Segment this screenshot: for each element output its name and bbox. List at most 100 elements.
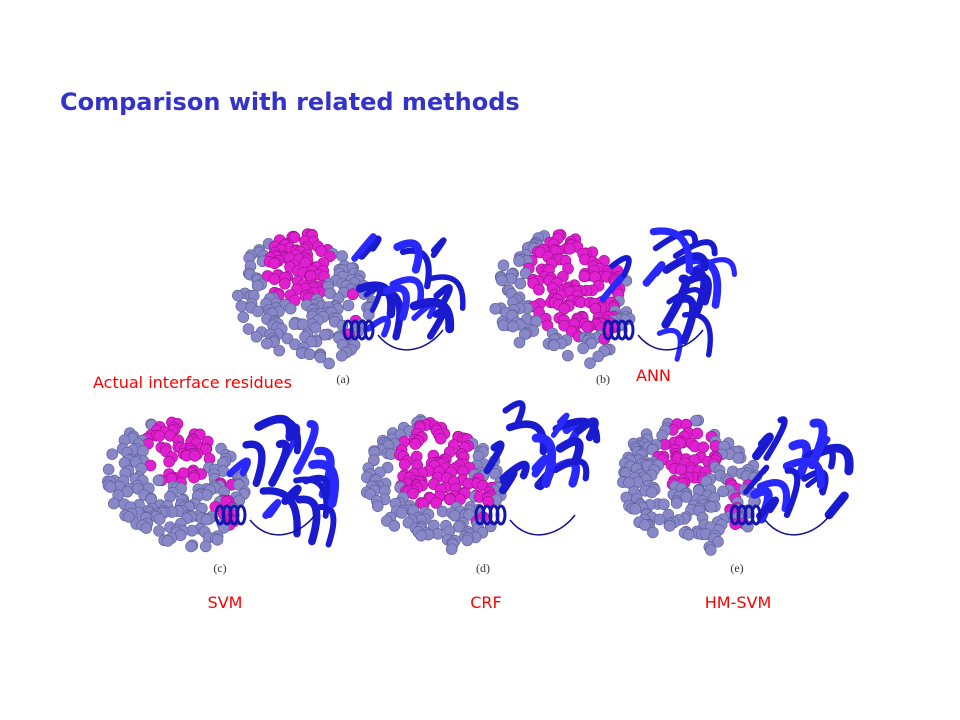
ribbon-strand [609, 255, 632, 279]
ribbon-strand [268, 439, 291, 487]
atom-sphere [189, 449, 201, 462]
atom-sphere [200, 513, 213, 526]
atom-sphere [388, 520, 401, 532]
ribbon-strand [505, 420, 548, 456]
ribbon-strand [763, 416, 788, 461]
atom-sphere [161, 535, 174, 547]
atom-sphere [211, 534, 224, 546]
atom-sphere [514, 277, 527, 290]
atom-sphere [152, 474, 165, 487]
ribbon-strand [531, 433, 557, 488]
atom-sphere [314, 351, 327, 364]
method-name: CRF [470, 593, 502, 612]
method-name: SVM [208, 593, 243, 612]
ribbon-strand [743, 464, 770, 495]
atom-sphere [548, 339, 560, 352]
atom-sphere [107, 497, 120, 510]
atom-sphere [315, 245, 327, 257]
ribbon-strand [242, 440, 266, 487]
atom-sphere [497, 319, 510, 332]
atom-sphere [704, 544, 717, 556]
atom-sphere [368, 454, 380, 467]
ribbon-strand [574, 417, 599, 442]
atom-sphere [346, 288, 359, 301]
ribbon-strand [293, 476, 330, 519]
atom-sphere [448, 509, 461, 522]
atom-sphere [519, 267, 532, 280]
atom-sphere [647, 526, 659, 539]
atom-sphere [697, 441, 710, 454]
atom-sphere [415, 529, 427, 542]
ribbon-strand [683, 273, 712, 306]
atom-sphere [153, 430, 165, 442]
atom-sphere [562, 349, 574, 362]
ribbon-strand [409, 297, 455, 334]
atom-sphere [303, 348, 316, 361]
ribbon-strand [313, 504, 337, 548]
panel-label: (d) [476, 561, 490, 575]
atom-sphere [690, 414, 702, 427]
atom-sphere [518, 328, 531, 341]
ribbon-strand [550, 412, 570, 438]
atom-sphere [581, 321, 593, 333]
atom-sphere [305, 335, 318, 348]
atom-sphere [336, 250, 348, 262]
ribbon-strand [433, 284, 453, 308]
loop [377, 329, 444, 351]
helix [623, 319, 635, 341]
atom-sphere [185, 540, 197, 553]
method-name: ANN [636, 366, 671, 385]
ribbon-strand [502, 400, 526, 426]
protein-image [360, 400, 601, 555]
panel-label: (a) [336, 372, 349, 386]
atom-sphere [319, 328, 331, 341]
protein-image [232, 228, 466, 370]
method-name: Actual interface residues [93, 373, 292, 392]
ribbon-strand [483, 440, 505, 475]
helix [235, 504, 247, 526]
atom-sphere [188, 471, 200, 484]
atom-sphere [250, 330, 263, 343]
loop [764, 514, 831, 536]
atom-sphere [242, 323, 255, 335]
atom-sphere [232, 289, 244, 302]
ribbon-strand [752, 432, 774, 461]
ribbon-strand [803, 445, 836, 470]
protein-image [101, 414, 340, 553]
atom-sphere [663, 520, 676, 532]
ribbon-strand [357, 235, 382, 260]
atom-sphere [268, 257, 281, 270]
panel-label: (b) [596, 372, 610, 386]
atom-sphere [578, 270, 591, 283]
atom-sphere [496, 274, 508, 287]
ribbon-strand [382, 284, 410, 321]
atom-sphere [691, 427, 704, 440]
atom-sphere [335, 349, 348, 362]
atom-sphere [199, 540, 212, 553]
slide-title: Comparison with related methods [60, 88, 520, 116]
atom-sphere [395, 507, 408, 519]
atom-sphere [251, 279, 264, 292]
atom-sphere [645, 486, 658, 499]
atom-sphere [712, 535, 724, 548]
ribbon-strand [363, 286, 383, 313]
atom-sphere [444, 493, 456, 506]
atom-sphere [452, 520, 465, 533]
atom-sphere [533, 283, 545, 296]
atom-sphere [237, 311, 250, 323]
atom-sphere [261, 337, 273, 350]
ribbon-strand [666, 287, 704, 305]
ribbon-strand [788, 439, 812, 480]
atom-sphere [658, 498, 670, 511]
ribbon-strand [661, 274, 691, 329]
ribbon-strand [552, 458, 590, 482]
atom-sphere [153, 525, 165, 537]
atom-sphere [670, 497, 683, 509]
atom-sphere [592, 350, 605, 363]
ribbon-strand [662, 252, 709, 274]
atom-sphere [434, 432, 447, 445]
atom-sphere [489, 302, 502, 315]
ribbon-strand [259, 487, 301, 538]
ribbon-strand [656, 327, 683, 362]
